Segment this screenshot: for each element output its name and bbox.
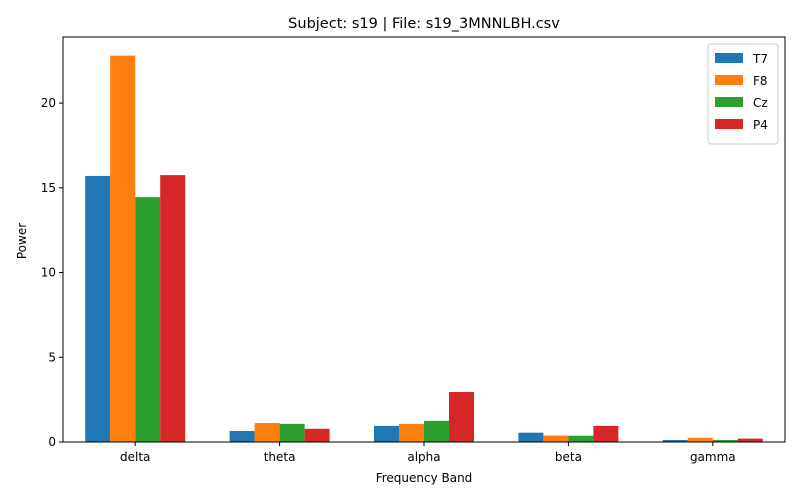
- bar-cz-theta: [279, 423, 305, 442]
- bar-f8-delta: [110, 55, 136, 442]
- x-tick-label-delta: delta: [120, 450, 150, 464]
- x-tick-label-beta: beta: [555, 450, 582, 464]
- bar-cz-alpha: [424, 420, 449, 442]
- legend-label-cz: Cz: [753, 96, 768, 110]
- bar-p4-delta: [160, 175, 186, 442]
- bars-group: [85, 55, 763, 442]
- bar-t7-theta: [229, 430, 255, 442]
- chart-title: Subject: s19 | File: s19_3MNNLBH.csv: [288, 16, 560, 32]
- bar-f8-alpha: [399, 423, 424, 442]
- x-tick-label-alpha: alpha: [407, 450, 440, 464]
- y-tick-label-10: 10: [41, 266, 56, 280]
- y-tick-label-5: 5: [48, 350, 56, 364]
- bar-t7-beta: [518, 432, 544, 442]
- legend: T7 F8 Cz P4: [707, 43, 779, 145]
- legend-swatch-f8: [715, 75, 743, 85]
- y-tick-label-0: 0: [48, 435, 56, 449]
- bar-p4-theta: [304, 428, 330, 442]
- bar-cz-delta: [135, 197, 161, 442]
- y-tick-label-15: 15: [41, 181, 56, 195]
- x-tick-label-theta: theta: [264, 450, 296, 464]
- bar-p4-gamma: [737, 438, 763, 442]
- bar-p4-beta: [593, 425, 619, 442]
- bar-cz-beta: [568, 435, 594, 442]
- x-axis-label: Frequency Band: [376, 471, 473, 485]
- y-axis-label: Power: [15, 223, 29, 259]
- axes-group: delta theta alpha beta gamma 0 5 10 15 20: [41, 36, 786, 464]
- bar-t7-gamma: [662, 439, 688, 442]
- bar-t7-delta: [85, 175, 111, 442]
- bar-cz-gamma: [712, 439, 738, 442]
- bar-t7-alpha: [374, 425, 399, 442]
- bar-p4-alpha: [449, 392, 474, 442]
- legend-swatch-cz: [715, 97, 743, 107]
- legend-label-t7: T7: [752, 52, 768, 66]
- bar-f8-gamma: [687, 437, 713, 442]
- bar-f8-theta: [254, 423, 280, 442]
- legend-label-f8: F8: [753, 74, 768, 88]
- legend-swatch-t7: [715, 53, 743, 63]
- bar-f8-beta: [543, 435, 569, 442]
- legend-swatch-p4: [715, 119, 743, 129]
- x-tick-label-gamma: gamma: [690, 450, 736, 464]
- legend-label-p4: P4: [753, 118, 768, 132]
- y-tick-label-20: 20: [41, 96, 56, 110]
